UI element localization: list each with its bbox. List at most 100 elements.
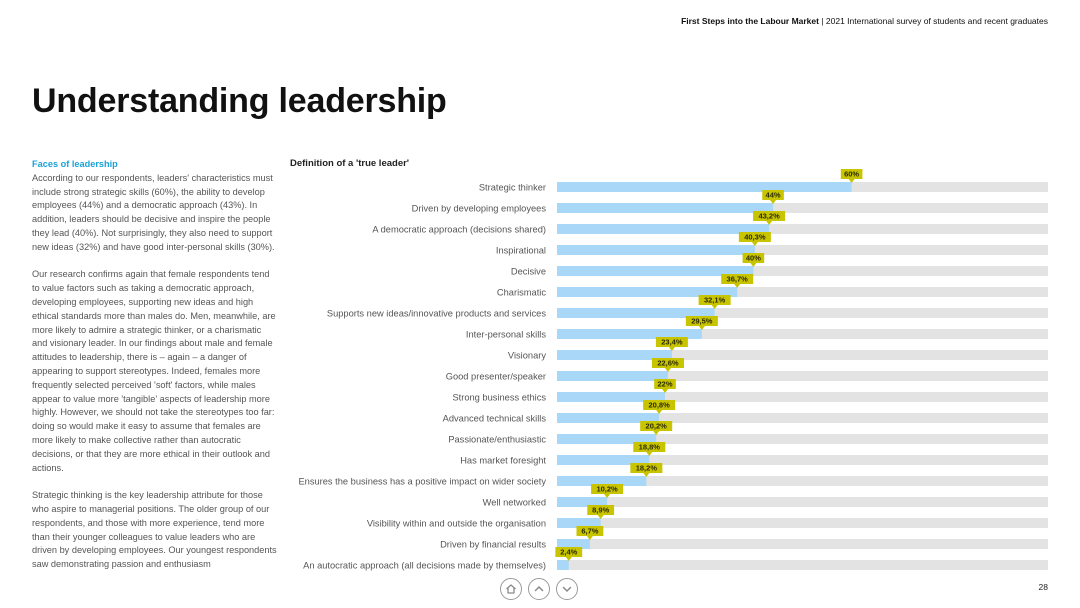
data-label-bg — [591, 484, 624, 494]
data-label-pointer — [646, 452, 653, 456]
data-label: 18,8% — [639, 443, 661, 452]
bar — [557, 455, 650, 465]
category-label: Decisive — [511, 267, 546, 277]
data-label-pointer — [586, 536, 593, 540]
bar-track — [557, 434, 1048, 444]
data-label-bg — [685, 316, 718, 326]
bar-track — [557, 455, 1048, 465]
bar — [557, 245, 755, 255]
data-label-pointer — [604, 494, 611, 498]
data-label-pointer — [565, 557, 572, 561]
category-label: Has market foresight — [460, 456, 546, 466]
data-label-bg — [742, 253, 765, 263]
bar — [557, 497, 608, 507]
chevron-up-icon — [534, 585, 544, 592]
data-label: 43,2% — [758, 212, 780, 221]
data-label-pointer — [698, 326, 705, 330]
report-title: First Steps into the Labour Market — [681, 16, 819, 26]
data-label-bg — [576, 526, 604, 536]
bar — [557, 329, 702, 339]
data-label: 10,2% — [596, 485, 618, 494]
bar-track — [557, 476, 1048, 486]
bar-track — [557, 308, 1048, 318]
bar-track — [557, 203, 1048, 213]
bar-track — [557, 497, 1048, 507]
bar — [557, 518, 601, 528]
category-label: Ensures the business has a positive impa… — [298, 477, 546, 487]
data-label: 40,3% — [744, 233, 766, 242]
bar-track — [557, 539, 1048, 549]
data-label: 22% — [658, 380, 673, 389]
data-label-pointer — [750, 263, 757, 267]
next-page-button[interactable] — [556, 578, 578, 600]
left-column-text: Faces of leadership According to our res… — [32, 158, 277, 586]
bar-track — [557, 413, 1048, 423]
previous-page-button[interactable] — [528, 578, 550, 600]
running-header: First Steps into the Labour Market | 202… — [681, 16, 1048, 26]
bar — [557, 560, 569, 570]
bar — [557, 434, 657, 444]
data-label-bg — [555, 547, 583, 557]
bar-track — [557, 350, 1048, 360]
category-label: Driven by financial results — [440, 540, 546, 550]
data-label-pointer — [653, 431, 660, 435]
data-label-bg — [630, 463, 663, 473]
category-label: Visionary — [508, 351, 546, 361]
data-label-bg — [643, 400, 676, 410]
category-label: A democratic approach (decisions shared) — [372, 225, 546, 235]
data-label-pointer — [734, 284, 741, 288]
data-label: 18,2% — [636, 464, 658, 473]
bar-track — [557, 560, 1048, 570]
bar — [557, 203, 774, 213]
bar-track — [557, 245, 1048, 255]
data-label: 23,4% — [661, 338, 683, 347]
data-label: 60% — [844, 170, 859, 179]
body-paragraph-1: According to our respondents, leaders' c… — [32, 172, 275, 252]
category-label: Inspirational — [496, 246, 546, 256]
category-label: Visibility within and outside the organi… — [367, 519, 546, 529]
data-label: 2,4% — [560, 548, 577, 557]
data-label-bg — [654, 379, 676, 389]
category-label: Supports new ideas/innovative products a… — [327, 309, 546, 319]
category-label: An autocratic approach (all decisions ma… — [303, 561, 546, 571]
data-label: 44% — [766, 191, 781, 200]
data-label: 8,9% — [592, 506, 609, 515]
bar-track — [557, 224, 1048, 234]
data-label-pointer — [597, 515, 604, 519]
data-label-bg — [587, 505, 615, 515]
home-button[interactable] — [500, 578, 522, 600]
page-title: Understanding leadership — [32, 82, 447, 120]
data-label-bg — [721, 274, 754, 284]
data-label-bg — [762, 190, 784, 200]
bar-track — [557, 329, 1048, 339]
data-label-bg — [655, 337, 688, 347]
bar-track — [557, 266, 1048, 276]
category-label: Good presenter/speaker — [446, 372, 546, 382]
chart-title: Definition of a 'true leader' — [290, 158, 410, 169]
category-label: Strong business ethics — [452, 393, 546, 403]
bar — [557, 476, 647, 486]
data-label-pointer — [766, 221, 773, 225]
data-label-pointer — [656, 410, 663, 414]
data-label: 36,7% — [727, 275, 749, 284]
bar — [557, 350, 672, 360]
category-label: Well networked — [483, 498, 546, 508]
header-separator: | — [818, 16, 826, 26]
bar — [557, 287, 738, 297]
bar — [557, 224, 770, 234]
data-label-pointer — [751, 242, 758, 246]
bar-track — [557, 287, 1048, 297]
data-label-bg — [738, 232, 771, 242]
chevron-down-icon — [562, 586, 572, 593]
bar — [557, 539, 590, 549]
data-label-pointer — [643, 473, 650, 477]
data-label-bg — [698, 295, 731, 305]
bar-track — [557, 392, 1048, 402]
data-label-pointer — [664, 368, 671, 372]
bar — [557, 308, 715, 318]
page-navigation — [500, 578, 578, 600]
data-label-bg — [651, 358, 684, 368]
report-subtitle: 2021 International survey of students an… — [825, 16, 1048, 26]
body-paragraph-3: Strategic thinking is the key leadership… — [32, 490, 277, 570]
